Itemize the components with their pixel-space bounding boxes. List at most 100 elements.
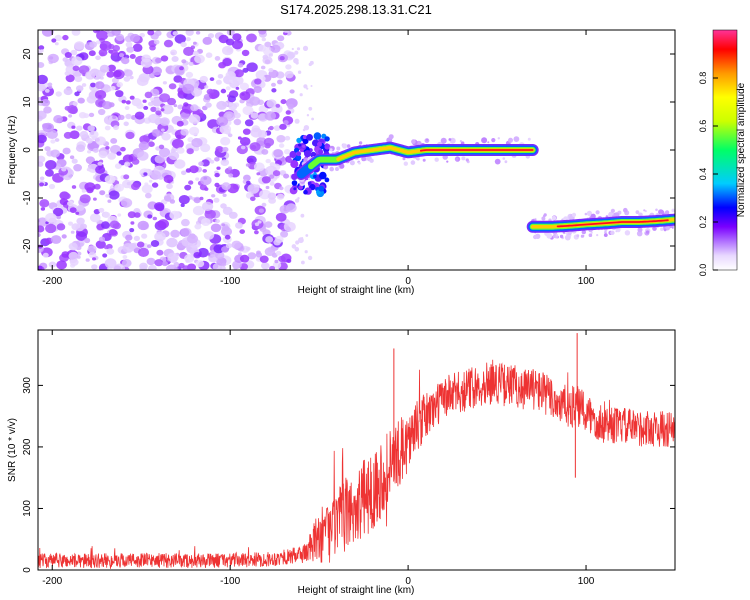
noise-blob	[287, 103, 295, 110]
noise-blob	[149, 97, 155, 101]
noise-blob	[207, 119, 220, 130]
noise-blob	[119, 53, 124, 58]
track-halo-blob	[671, 208, 675, 213]
track-halo-blob	[610, 230, 615, 235]
noise-blob	[123, 76, 131, 82]
noise-blob	[161, 132, 171, 141]
noise-blob	[307, 255, 313, 261]
noise-blob	[183, 102, 189, 107]
noise-blob	[45, 223, 57, 234]
noise-blob	[136, 102, 144, 109]
noise-blob	[180, 203, 185, 207]
track-halo-blob	[411, 139, 416, 144]
noise-blob	[71, 185, 77, 189]
noise-blob	[110, 49, 118, 56]
track-halo-blob	[358, 161, 361, 165]
noise-blob	[259, 255, 269, 263]
noise-blob	[202, 201, 214, 211]
noise-blob	[160, 108, 165, 112]
noise-blob	[261, 202, 267, 207]
noise-blob	[181, 170, 187, 176]
noise-blob	[225, 243, 233, 249]
noise-blob	[109, 220, 120, 229]
noise-blob	[216, 116, 229, 127]
noise-blob	[277, 35, 285, 42]
noise-blob	[140, 58, 153, 68]
noise-blob	[47, 82, 53, 87]
noise-blob	[116, 151, 122, 156]
noise-blob	[113, 70, 122, 78]
noise-blob	[150, 106, 157, 113]
noise-blob	[297, 70, 302, 74]
y-tick-label: -10	[22, 190, 33, 205]
noise-blob	[185, 71, 194, 78]
noise-blob	[215, 146, 224, 153]
noise-blob	[48, 85, 53, 90]
noise-blob	[76, 125, 83, 131]
noise-blob	[174, 159, 186, 169]
noise-blob	[108, 229, 118, 236]
noise-blob	[222, 45, 234, 56]
noise-blob	[239, 229, 245, 235]
noise-blob	[232, 263, 240, 270]
noise-blob	[219, 124, 232, 134]
noise-blob	[308, 106, 313, 111]
noise-blob	[191, 138, 203, 148]
noise-blob	[113, 263, 125, 270]
noise-blob	[176, 120, 184, 127]
noise-blob	[239, 91, 251, 101]
noise-blob	[235, 86, 240, 90]
noise-blob	[195, 31, 201, 35]
noise-blob	[110, 138, 118, 144]
noise-blob	[263, 137, 275, 147]
noise-blob	[111, 77, 119, 84]
noise-blob	[157, 219, 169, 229]
noise-blob	[286, 258, 292, 263]
track-halo-blob	[533, 234, 538, 240]
noise-blob	[257, 130, 268, 138]
noise-blob	[120, 146, 126, 152]
y-tick-label: 0	[22, 567, 33, 573]
noise-blob	[154, 202, 165, 211]
noise-blob	[132, 43, 143, 52]
noise-blob	[127, 211, 136, 219]
noise-blob	[224, 234, 231, 240]
track-halo-blob	[564, 234, 571, 241]
noise-blob	[95, 136, 107, 146]
noise-blob	[47, 53, 59, 64]
noise-blob	[203, 231, 215, 240]
noise-blob	[104, 175, 116, 184]
track-upper	[295, 134, 539, 187]
noise-blob	[247, 183, 260, 194]
noise-blob	[210, 223, 222, 233]
noise-blob	[121, 259, 132, 268]
transition-blob	[324, 136, 330, 142]
transition-blob	[298, 185, 303, 190]
track-halo-blob	[369, 158, 374, 163]
y-tick-label: 300	[22, 377, 33, 394]
noise-blob	[38, 225, 45, 233]
transition-blob	[289, 150, 297, 159]
noise-blob	[204, 85, 209, 89]
y-tick-label: 20	[22, 48, 33, 60]
colorbar-tick-label: 0.2	[698, 216, 708, 229]
noise-blob	[187, 234, 198, 244]
track-halo-blob	[584, 212, 588, 216]
noise-blob	[234, 69, 244, 78]
noise-blob	[262, 54, 269, 60]
noise-blob	[182, 83, 195, 94]
noise-blob	[214, 157, 220, 162]
noise-blob	[53, 115, 63, 124]
track-halo-blob	[339, 163, 345, 169]
noise-blob	[239, 82, 249, 91]
noise-blob	[38, 265, 43, 270]
noise-blob	[107, 32, 112, 37]
noise-blob	[105, 146, 110, 150]
noise-blob	[78, 65, 90, 75]
noise-blob	[283, 221, 296, 232]
track-halo-blob	[543, 213, 547, 217]
noise-blob	[129, 228, 135, 233]
track-halo-blob	[329, 166, 335, 172]
noise-blob	[163, 109, 168, 113]
